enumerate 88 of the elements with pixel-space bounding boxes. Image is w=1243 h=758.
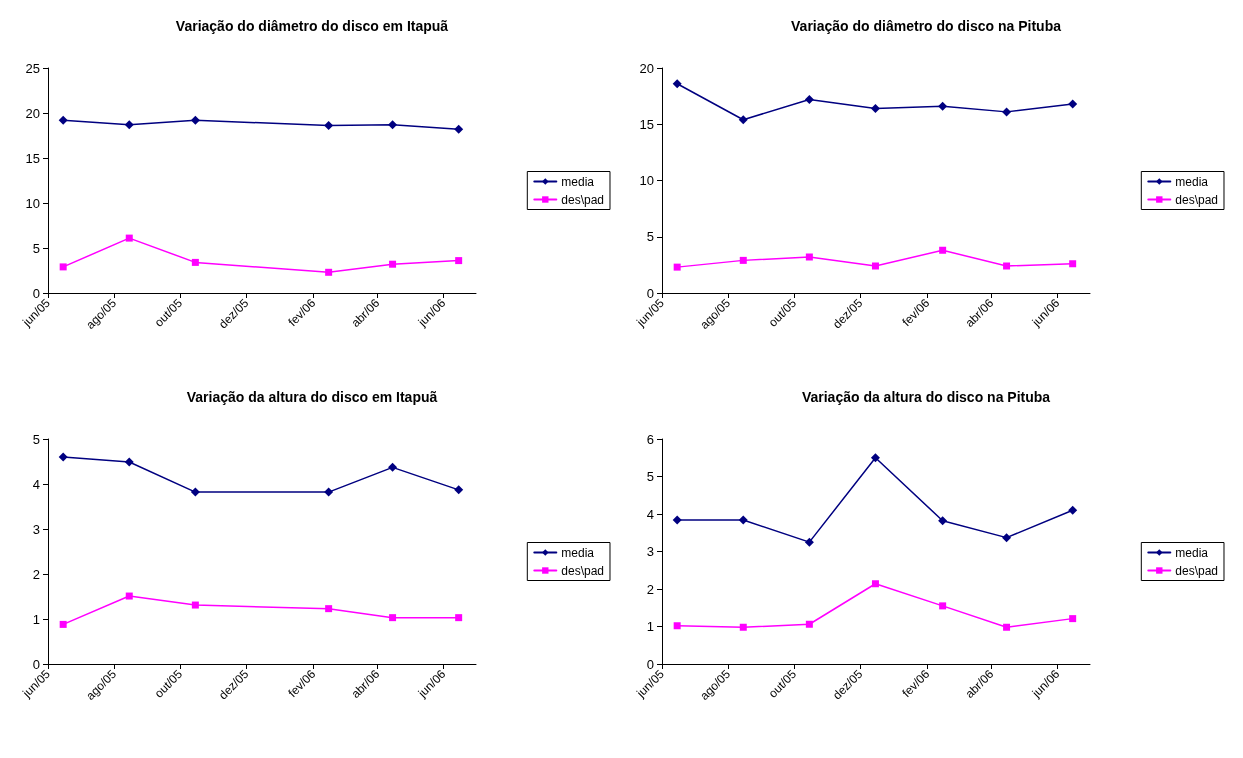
chart-title: Variação da altura do disco na Pituba [801,389,1051,405]
y-tick-label: 15 [639,116,654,132]
y-tick-label: 1 [32,611,40,627]
point [804,95,814,104]
point [1002,533,1012,543]
point [124,120,134,130]
point [673,263,681,271]
chart-title: Variação do diâmetro do disco em Itapuã [175,18,449,34]
point [324,121,334,131]
legend-label: des\pad [561,192,604,207]
y-tick-label: 5 [646,229,654,245]
legend-label: des\pad [1175,192,1218,207]
y-tick-label: 1 [646,619,654,634]
legend-label: des\pad [1175,563,1218,578]
point [739,256,747,264]
point [1069,260,1077,268]
point [871,262,879,270]
point [455,257,463,265]
point [870,104,880,113]
point [454,485,464,495]
point [1068,505,1078,515]
point [805,253,813,261]
point [870,453,880,463]
point [388,462,398,472]
legend-label: media [561,174,595,189]
point [59,620,67,628]
point [804,537,814,547]
y-tick-label: 10 [639,173,654,188]
y-tick-label: 2 [32,566,40,582]
point [124,457,134,467]
y-tick-label: 3 [646,544,654,559]
point [58,115,68,125]
point [673,622,681,630]
point [191,258,199,266]
y-tick-label: 0 [646,285,654,301]
point [1003,262,1011,270]
point [59,263,67,271]
point [1003,623,1011,631]
chart-title: Variação da altura do disco em Itapuã [186,389,438,405]
point [738,115,748,125]
point [939,602,947,610]
point [324,487,334,497]
y-tick-label: 4 [646,506,654,522]
y-tick-label: 5 [646,469,654,484]
point [388,120,398,130]
y-tick-label: 3 [32,521,40,537]
y-tick-label: 6 [646,431,654,447]
point [739,623,747,631]
point [325,268,333,276]
point [191,601,199,609]
point [125,592,133,600]
y-tick-label: 25 [25,60,40,76]
y-tick-label: 0 [646,656,654,672]
legend-label: des\pad [561,563,604,578]
point [738,515,748,525]
point [672,79,682,89]
y-tick-label: 0 [32,285,40,301]
legend-label: media [1175,545,1209,560]
point [1068,99,1078,109]
point [190,487,200,497]
y-tick-label: 20 [25,105,40,121]
y-tick-label: 4 [32,476,40,492]
point [58,452,68,462]
chart-title: Variação do diâmetro do disco na Pituba [791,18,1062,34]
point [454,124,464,134]
point [455,614,463,622]
point [805,620,813,628]
point [672,515,682,525]
y-tick-label: 15 [25,150,40,166]
point [1002,107,1012,117]
point [1069,615,1077,623]
point [939,246,947,254]
y-tick-label: 0 [32,656,40,672]
point [325,605,333,613]
legend-label: media [561,545,595,560]
point [938,101,948,111]
point [389,614,397,622]
point [125,234,133,242]
y-tick-label: 10 [25,195,40,211]
y-tick-label: 5 [32,431,40,447]
y-tick-label: 20 [639,60,654,76]
legend-label: media [1175,174,1209,189]
point [938,516,948,526]
y-tick-label: 2 [646,581,654,597]
y-tick-label: 5 [32,240,40,256]
point [190,115,200,125]
point [871,580,879,588]
point [389,260,397,268]
